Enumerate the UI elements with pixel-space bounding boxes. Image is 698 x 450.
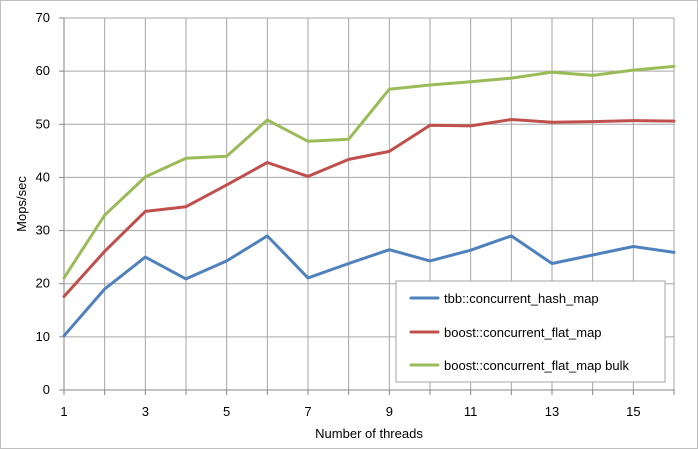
axes <box>59 17 675 395</box>
y-tick-label: 60 <box>36 63 50 78</box>
x-tick-label: 7 <box>304 404 311 419</box>
y-tick-label: 0 <box>43 382 50 397</box>
legend: tbb::concurrent_hash_mapboost::concurren… <box>395 280 666 383</box>
y-tick-label: 70 <box>36 10 50 25</box>
legend-label: boost::concurrent_flat_map bulk <box>444 358 629 373</box>
legend-label: boost::concurrent_flat_map <box>444 325 602 340</box>
series-line <box>62 234 676 338</box>
x-tick-label: 3 <box>142 404 149 419</box>
x-tick-label: 15 <box>626 404 640 419</box>
y-tick-label: 40 <box>36 169 50 184</box>
x-tick-label: 13 <box>545 404 559 419</box>
legend-box <box>395 280 666 383</box>
y-tick-label: 10 <box>36 329 50 344</box>
legend-label: tbb::concurrent_hash_map <box>444 291 599 306</box>
x-axis-title: Number of threads <box>315 426 423 441</box>
series-line <box>62 118 676 298</box>
x-tick-label: 11 <box>464 404 478 419</box>
x-tick-label: 9 <box>386 404 393 419</box>
y-axis-title: Mops/sec <box>14 176 29 232</box>
y-tick-label: 50 <box>36 116 50 131</box>
gridlines <box>64 17 675 390</box>
x-tick-label: 5 <box>223 404 230 419</box>
series-lines <box>62 64 676 338</box>
x-tick-label: 1 <box>60 404 67 419</box>
series-line <box>62 64 676 280</box>
y-tick-label: 20 <box>36 276 50 291</box>
y-tick-label: 30 <box>36 223 50 238</box>
